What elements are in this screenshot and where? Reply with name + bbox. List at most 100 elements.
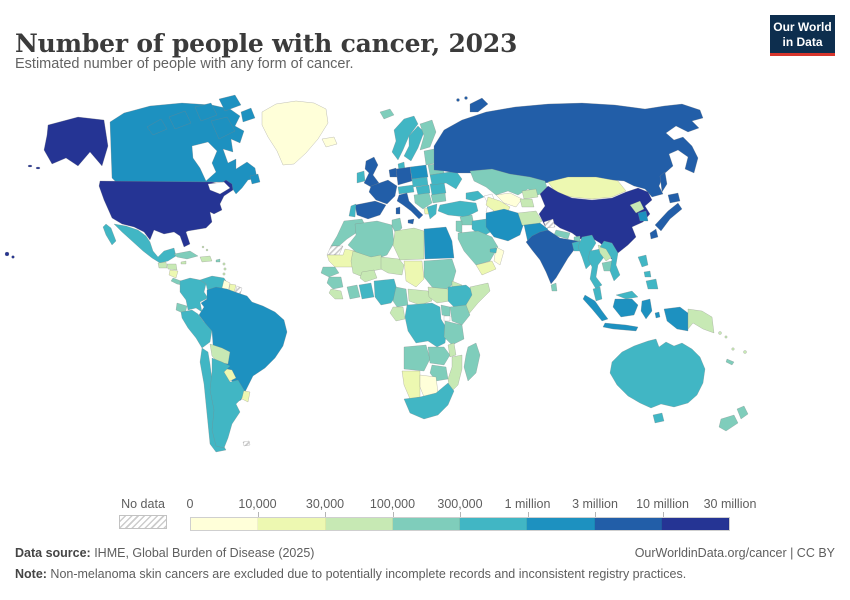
country-zambia[interactable]	[427, 346, 451, 366]
country-australia-tasmania[interactable]	[652, 412, 665, 424]
country-madagascar[interactable]	[463, 342, 481, 382]
country-united-states-hawaii[interactable]	[11, 255, 15, 259]
country-uganda[interactable]	[440, 304, 451, 318]
country-bhutan[interactable]	[573, 235, 581, 242]
country-greenland[interactable]	[261, 100, 329, 166]
legend-no-data[interactable]: No data	[117, 497, 169, 529]
country-nigeria[interactable]	[373, 278, 399, 306]
country-bahamas[interactable]	[201, 245, 205, 249]
country-lesser-antilles[interactable]	[222, 272, 226, 276]
country-namibia[interactable]	[401, 370, 421, 400]
legend-swatch[interactable]	[661, 518, 729, 530]
country-italy-sicily[interactable]	[407, 218, 415, 225]
country-ghana[interactable]	[358, 282, 375, 300]
country-libya[interactable]	[392, 227, 425, 261]
country-australia[interactable]	[609, 338, 706, 409]
country-cuba[interactable]	[173, 250, 199, 260]
country-france[interactable]	[368, 179, 398, 205]
country-argentina[interactable]	[209, 357, 245, 449]
country-russia-franz-josef[interactable]	[456, 98, 460, 102]
legend-swatch[interactable]	[594, 518, 662, 530]
country-jamaica[interactable]	[180, 260, 187, 265]
country-sri-lanka[interactable]	[550, 282, 558, 292]
country-finland[interactable]	[419, 119, 437, 151]
country-lesser-antilles[interactable]	[222, 262, 226, 266]
country-norway[interactable]	[391, 115, 419, 161]
country-canada-arctic-island[interactable]	[240, 107, 256, 123]
country-caucasus[interactable]	[465, 190, 485, 202]
country-kenya[interactable]	[449, 304, 471, 326]
country-canada-arctic-island[interactable]	[194, 102, 218, 122]
country-russia-novaya-zemlya[interactable]	[469, 97, 489, 113]
no-data-hatch-swatch[interactable]	[119, 515, 167, 529]
country-indonesia-java[interactable]	[602, 322, 639, 332]
country-brazil[interactable]	[198, 286, 288, 404]
legend-swatch[interactable]	[191, 518, 259, 530]
country-iran[interactable]	[485, 208, 525, 242]
country-ireland[interactable]	[356, 170, 366, 184]
country-united-states-aleutians[interactable]	[27, 164, 33, 168]
country-puerto-rico[interactable]	[215, 258, 221, 263]
country-central-african-republic[interactable]	[407, 288, 433, 306]
owid-logo[interactable]: Our World in Data	[770, 15, 835, 57]
legend-swatch[interactable]	[527, 518, 595, 530]
country-japan-kyushu[interactable]	[649, 228, 659, 240]
country-tanzania[interactable]	[443, 320, 465, 346]
country-philippines-luzon[interactable]	[637, 254, 649, 268]
country-tajikistan[interactable]	[519, 198, 535, 208]
country-south-africa[interactable]	[403, 382, 455, 420]
country-united-states-aleutians[interactable]	[35, 166, 41, 170]
country-mexico[interactable]	[113, 223, 177, 264]
country-indonesia-moluccas[interactable]	[654, 311, 661, 319]
country-ivory-coast[interactable]	[346, 284, 361, 300]
country-portugal[interactable]	[348, 203, 357, 218]
country-spain[interactable]	[354, 200, 387, 220]
country-sweden[interactable]	[403, 125, 425, 162]
country-canada-arctic-island[interactable]	[218, 94, 242, 112]
country-israel-jordan[interactable]	[455, 220, 463, 234]
country-canada-newfoundland[interactable]	[249, 173, 261, 185]
country-sierra-leone-liberia[interactable]	[328, 288, 344, 300]
country-cameroon[interactable]	[392, 286, 409, 308]
country-canada-arctic-island[interactable]	[210, 116, 236, 140]
country-north-korea[interactable]	[629, 200, 645, 214]
country-somalia[interactable]	[465, 282, 491, 316]
country-philippines-mindanao[interactable]	[645, 278, 659, 290]
country-united-kingdom[interactable]	[363, 156, 380, 188]
country-new-caledonia[interactable]	[725, 358, 735, 366]
country-senegal[interactable]	[320, 266, 340, 278]
legend-swatch[interactable]	[258, 518, 326, 530]
country-italy[interactable]	[396, 192, 424, 220]
country-nicaragua[interactable]	[168, 269, 179, 279]
country-egypt[interactable]	[423, 226, 455, 260]
country-peru[interactable]	[180, 309, 213, 349]
country-indonesia-sulawesi[interactable]	[640, 298, 653, 320]
country-vanuatu[interactable]	[731, 347, 735, 351]
country-united-states-hawaii[interactable]	[4, 251, 10, 257]
country-nepal[interactable]	[553, 229, 571, 240]
legend-swatch[interactable]	[325, 518, 393, 530]
country-new-zealand-south[interactable]	[718, 414, 739, 432]
legend-swatch[interactable]	[392, 518, 460, 530]
country-mozambique[interactable]	[447, 354, 463, 394]
country-sudan[interactable]	[423, 258, 457, 292]
country-switzerland-austria[interactable]	[397, 184, 415, 195]
country-russia-franz-josef[interactable]	[464, 96, 468, 100]
country-malaysia-peninsula[interactable]	[592, 286, 603, 302]
country-burkina-faso[interactable]	[359, 269, 378, 283]
country-indonesia-sumatra[interactable]	[582, 294, 609, 322]
country-canada-arctic-island[interactable]	[168, 110, 192, 130]
country-fiji[interactable]	[743, 350, 747, 354]
country-italy-sardinia[interactable]	[395, 206, 401, 215]
country-vietnam[interactable]	[599, 240, 621, 282]
country-japan-hokkaido[interactable]	[667, 192, 681, 204]
country-poland[interactable]	[409, 164, 429, 180]
country-philippines-visayas[interactable]	[643, 270, 652, 278]
country-chad[interactable]	[403, 260, 425, 288]
country-niger[interactable]	[380, 256, 405, 276]
country-china[interactable]	[538, 185, 653, 254]
country-bulgaria[interactable]	[430, 192, 447, 204]
country-united-states-alaska[interactable]	[43, 116, 109, 167]
country-indonesia-kalimantan[interactable]	[612, 298, 639, 318]
country-congo-gabon[interactable]	[389, 306, 406, 322]
